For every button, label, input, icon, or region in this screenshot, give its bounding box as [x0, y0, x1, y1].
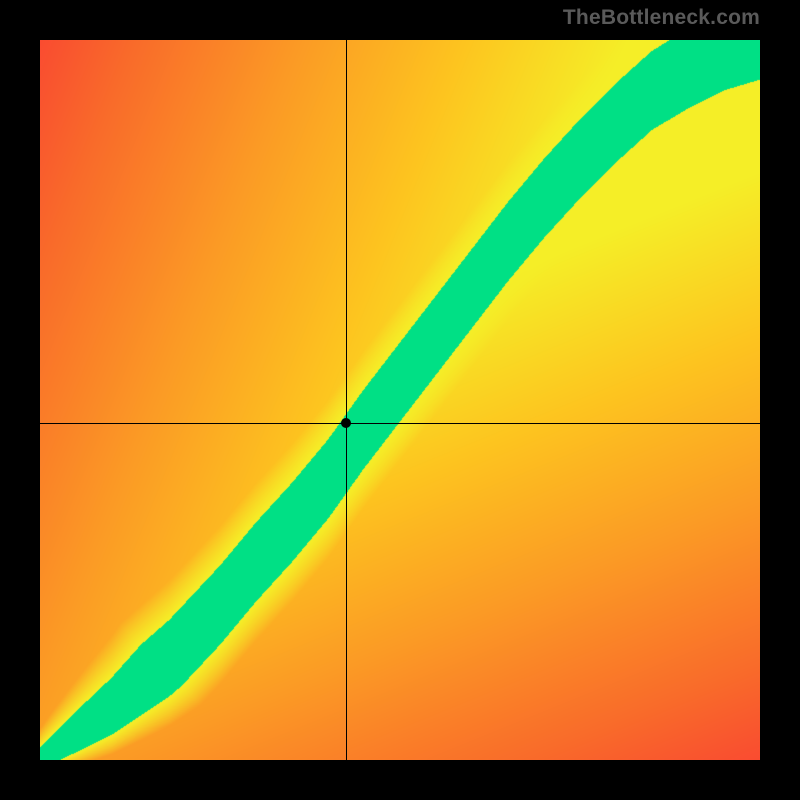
plot-area: [40, 40, 760, 760]
crosshair-marker: [341, 418, 351, 428]
crosshair-horizontal: [40, 423, 760, 424]
attribution-text: TheBottleneck.com: [563, 6, 760, 30]
crosshair-vertical: [346, 40, 347, 760]
figure-frame: TheBottleneck.com: [0, 0, 800, 800]
heatmap-canvas: [40, 40, 760, 760]
